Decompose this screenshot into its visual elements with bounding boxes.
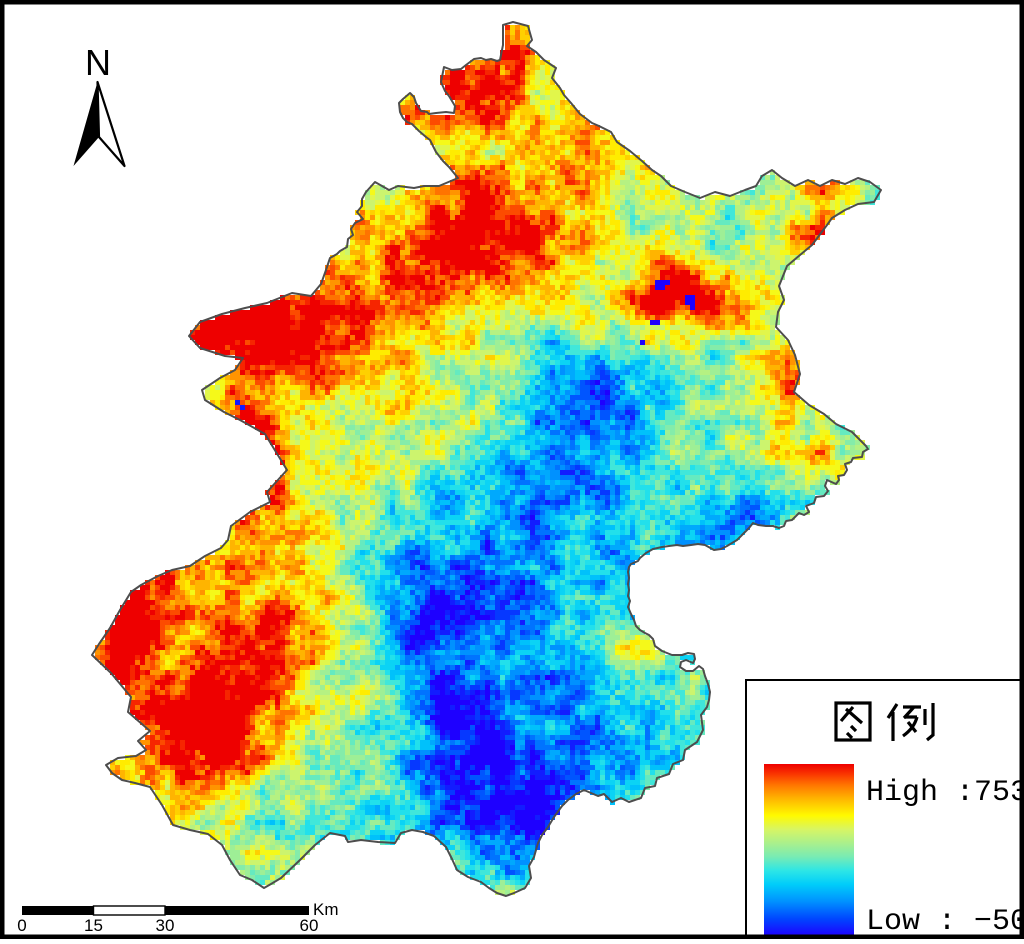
svg-text:N: N xyxy=(85,42,111,83)
svg-text:30: 30 xyxy=(156,916,175,935)
svg-text:60: 60 xyxy=(300,916,319,935)
svg-text:Km: Km xyxy=(313,900,339,919)
svg-text:0: 0 xyxy=(17,916,26,935)
svg-text:Low : −50: Low : −50 xyxy=(866,905,1024,939)
svg-text:High :753: High :753 xyxy=(866,776,1024,810)
svg-text:15: 15 xyxy=(84,916,103,935)
